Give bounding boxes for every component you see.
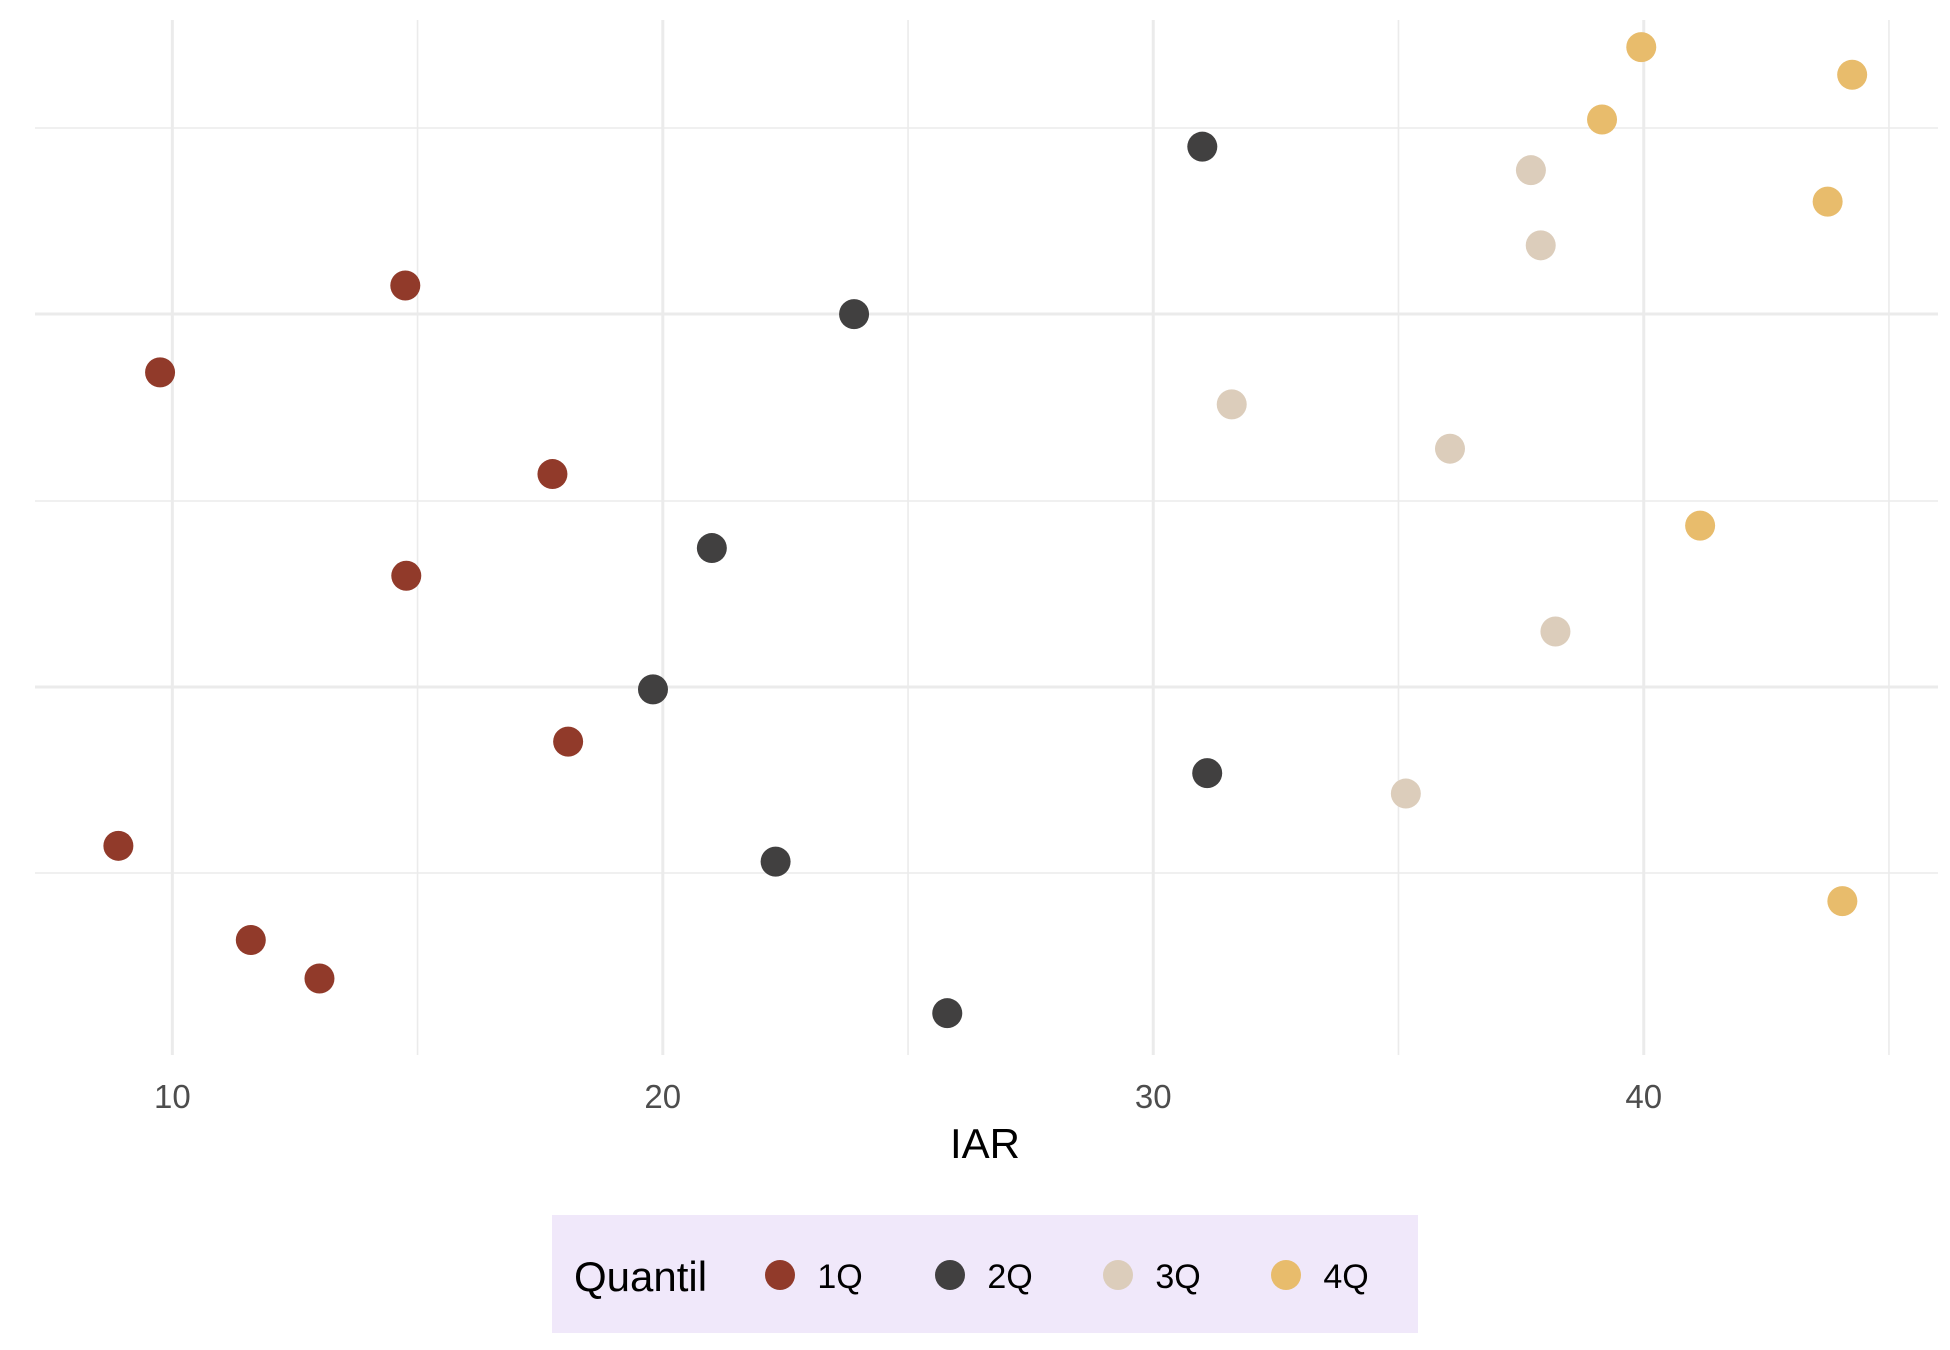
point-1q — [553, 726, 584, 757]
legend-label-2q: 2Q — [987, 1258, 1032, 1296]
point-1q — [390, 270, 421, 301]
point-1q — [537, 459, 568, 490]
legend-key-3q — [1103, 1260, 1133, 1290]
point-1q — [103, 830, 134, 861]
point-3q — [1540, 616, 1571, 647]
point-3q — [1390, 778, 1421, 809]
legend-label-4q: 4Q — [1323, 1258, 1368, 1296]
point-4q — [1587, 104, 1618, 135]
grid-layer — [35, 20, 1938, 1055]
point-2q — [760, 846, 791, 877]
point-4q — [1827, 886, 1858, 917]
point-3q — [1216, 389, 1247, 420]
legend-items: 1Q 2Q 3Q 4Q — [765, 1258, 1369, 1296]
x-tick-label: 10 — [154, 1078, 191, 1115]
point-1q — [391, 560, 422, 591]
legend: Quantil 1Q 2Q 3Q 4Q — [552, 1215, 1418, 1333]
point-1q — [304, 963, 335, 994]
point-3q — [1434, 433, 1465, 464]
point-2q — [1187, 131, 1218, 162]
legend-key-4q — [1271, 1260, 1301, 1290]
point-2q — [839, 299, 870, 330]
point-2q — [1192, 758, 1223, 789]
point-4q — [1812, 186, 1843, 217]
x-axis-title: IAR — [950, 1120, 1020, 1167]
point-1q — [235, 925, 266, 956]
points-layer — [103, 32, 1868, 1029]
x-tick-label: 30 — [1135, 1078, 1172, 1115]
point-1q — [145, 357, 176, 388]
x-tick-label: 40 — [1625, 1078, 1662, 1115]
point-3q — [1515, 155, 1546, 186]
point-4q — [1626, 32, 1657, 63]
legend-label-1q: 1Q — [817, 1258, 862, 1296]
x-tick-labels: 10 20 30 40 — [154, 1078, 1662, 1115]
point-3q — [1525, 230, 1556, 261]
point-4q — [1685, 510, 1716, 541]
x-tick-label: 20 — [644, 1078, 681, 1115]
point-2q — [696, 533, 727, 564]
point-2q — [637, 674, 668, 705]
point-2q — [932, 998, 963, 1029]
legend-label-3q: 3Q — [1155, 1258, 1200, 1296]
legend-key-1q — [765, 1260, 795, 1290]
legend-key-2q — [935, 1260, 965, 1290]
legend-title: Quantil — [574, 1253, 707, 1300]
point-4q — [1837, 59, 1868, 90]
